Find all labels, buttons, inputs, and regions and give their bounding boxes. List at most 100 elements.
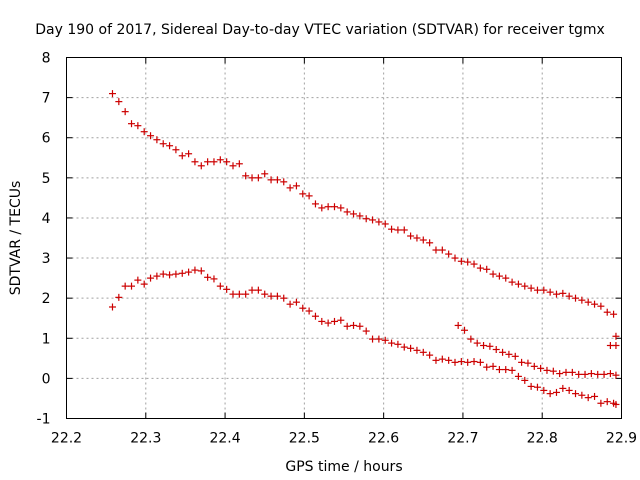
data-point [578,391,586,399]
data-point [229,290,237,298]
data-point [261,290,269,298]
data-point [419,236,427,244]
data-point [565,292,573,300]
data-point [178,152,186,160]
y-tick-label: -1 [37,412,51,428]
data-point [587,370,595,378]
data-point [546,390,554,398]
x-tick-label: 22.7 [447,431,478,447]
data-point [584,394,592,402]
data-point [280,294,288,302]
grid-lines [66,57,622,419]
data-point [511,352,519,360]
data-point [559,289,567,297]
data-point [254,174,262,182]
data-point [514,372,522,380]
data-point [337,204,345,212]
data-point [540,286,548,294]
data-point [445,356,453,364]
data-point [185,150,193,158]
data-point [311,200,319,208]
data-point [533,286,541,294]
data-point [568,368,576,376]
data-point [305,192,313,200]
x-tick-labels: 22.2 22.3 22.4 22.5 22.6 22.7 22.8 22.9 [51,431,637,447]
data-point [606,370,614,378]
data-point [470,358,478,366]
data-point [499,348,507,356]
data-point [591,392,599,400]
y-tick-labels: -1 0 1 2 3 4 5 6 7 8 [37,51,51,428]
data-point [610,310,618,318]
data-point [350,210,358,218]
data-point [248,286,256,294]
data-point [166,271,174,279]
data-point [514,280,522,288]
y-tick-label: 4 [42,211,51,227]
data-point [115,98,123,106]
data-point [470,260,478,268]
data-point [121,282,129,290]
data-point [108,90,116,98]
data-point [324,203,332,211]
data-point [216,156,224,164]
data-point [530,362,538,370]
data-point [543,366,551,374]
data-point [524,359,532,367]
data-point [612,332,620,340]
y-tick-label: 2 [42,291,51,307]
data-point [533,383,541,391]
data-point [229,162,237,170]
data-point [235,290,243,298]
y-tick-label: 8 [42,51,51,67]
data-point [495,272,503,280]
data-point [464,358,472,366]
data-point [197,162,205,170]
data-point [451,254,459,262]
x-tick-label: 22.3 [130,431,161,447]
data-point [464,258,472,266]
data-point [343,322,351,330]
data-point [305,307,313,315]
data-point [483,363,491,371]
data-point [518,358,526,366]
data-point [159,140,167,148]
data-point [128,120,136,128]
data-point [172,270,180,278]
data-point [128,282,136,290]
data-point [375,335,383,343]
data-point [426,239,434,247]
data-point [204,158,212,166]
data-point [356,322,364,330]
data-point [552,290,560,298]
data-point [400,226,408,234]
data-point [242,172,250,180]
data-point [286,300,294,308]
x-tick-label: 22.6 [368,431,399,447]
data-point [178,269,186,277]
data-point [248,174,256,182]
data-point [508,278,516,286]
data-point [299,190,307,198]
data-point [407,232,415,240]
data-point [559,384,567,392]
data-point [407,344,415,352]
data-point [140,280,148,288]
data-point [394,340,402,348]
data-point [147,132,155,140]
data-point [572,390,580,398]
data-point [311,312,319,320]
data-point [318,317,326,325]
data-point [581,370,589,378]
data-point [134,122,142,130]
x-tick-label: 22.9 [606,431,637,447]
data-point [299,304,307,312]
data-point [292,298,300,306]
data-point [521,282,529,290]
data-point [210,275,218,283]
data-point [267,292,275,300]
data-point [318,204,326,212]
data-point [324,319,332,327]
data-point [572,294,580,302]
